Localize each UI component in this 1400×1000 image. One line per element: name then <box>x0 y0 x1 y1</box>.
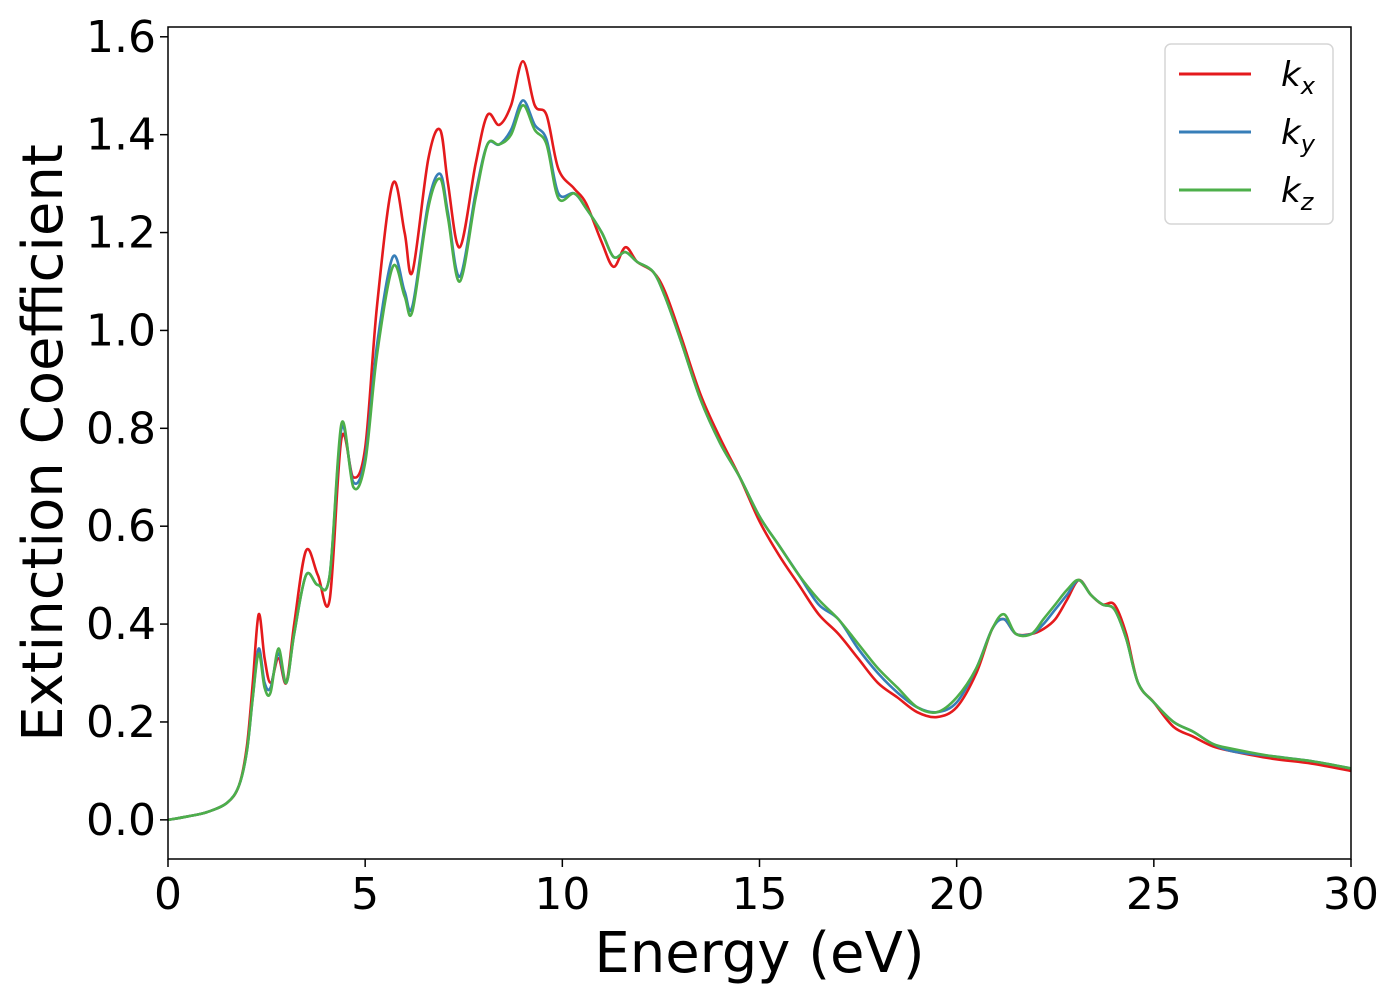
y-tick-label: 0.8 <box>86 403 156 454</box>
y-tick-label: 1.2 <box>86 208 156 259</box>
y-tick-label: 1.6 <box>86 12 156 63</box>
x-tick-label: 0 <box>154 869 182 920</box>
series-line-k-x <box>168 59 1351 822</box>
y-tick-label: 0.4 <box>86 599 156 650</box>
legend-entry-k-y: ky <box>1179 113 1316 158</box>
y-tick-label: 0.6 <box>86 501 156 552</box>
plot-area <box>167 26 1352 860</box>
legend-entry-k-z: kz <box>1179 171 1315 216</box>
y-axis-label: Extinction Coefficient <box>11 144 76 742</box>
series-line-k-z <box>168 104 1351 822</box>
legend-label: kx <box>1281 55 1316 100</box>
x-tick-label: 10 <box>534 869 590 920</box>
x-axis-ticks: 0 5 10 15 20 25 30 <box>154 859 1379 920</box>
y-tick-label: 0.0 <box>86 795 156 846</box>
legend: kx ky kz <box>1164 43 1334 225</box>
x-tick-label: 20 <box>929 869 985 920</box>
x-tick-label: 5 <box>351 869 379 920</box>
x-tick-label: 30 <box>1323 869 1379 920</box>
series-layer <box>168 59 1351 822</box>
x-tick-label: 25 <box>1126 869 1182 920</box>
y-axis-ticks: 0.0 0.2 0.4 0.6 0.8 1.0 1.2 1.4 1.6 <box>86 12 168 846</box>
legend-entry-k-x: kx <box>1179 55 1316 100</box>
legend-box <box>1164 43 1334 225</box>
legend-label: kz <box>1281 171 1315 216</box>
y-tick-label: 0.2 <box>86 697 156 748</box>
legend-label: ky <box>1281 113 1316 158</box>
x-axis-label: Energy (eV) <box>594 921 924 986</box>
y-tick-label: 1.0 <box>86 305 156 356</box>
y-tick-label: 1.4 <box>86 110 156 161</box>
x-tick-label: 15 <box>732 869 788 920</box>
